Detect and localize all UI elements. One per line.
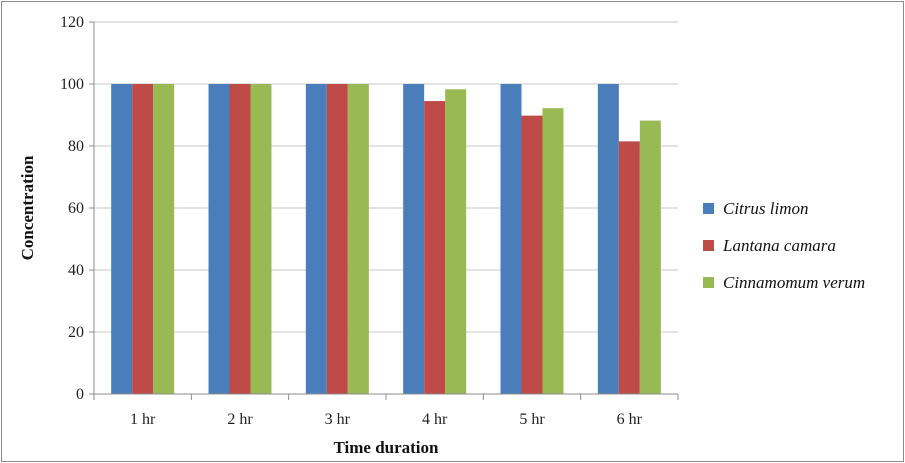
bars: [111, 84, 661, 395]
bar: [305, 84, 327, 394]
bar: [229, 84, 251, 394]
y-tick-label: 80: [68, 138, 84, 155]
gridlines: [94, 21, 678, 333]
x-tick-label: 3 hr: [325, 411, 351, 428]
bar: [153, 84, 175, 394]
bar: [639, 120, 661, 394]
y-tick-label: 0: [76, 386, 84, 403]
x-tick-labels: 1 hr 2 hr 3 hr 4 hr 5 hr 6 hr: [130, 411, 643, 428]
bar: [347, 84, 369, 394]
bar: [597, 84, 619, 394]
y-axis-title: Concentration: [18, 155, 37, 260]
legend-swatch: [703, 203, 714, 214]
x-tick-label: 1 hr: [130, 411, 156, 428]
x-tick-label: 4 hr: [422, 411, 448, 428]
bar: [424, 101, 446, 395]
y-tick-label: 60: [68, 200, 84, 217]
legend-swatch: [703, 240, 714, 251]
y-tick-label: 20: [68, 324, 84, 341]
bar: [132, 84, 154, 394]
legend: Citrus limon Lantana camara Cinnamomum ver…: [703, 199, 865, 292]
bar: [542, 108, 564, 395]
legend-label: Lantana camara: [722, 236, 836, 255]
legend-label: Citrus limon: [723, 199, 809, 218]
bar: [111, 84, 133, 394]
axes: [89, 21, 679, 400]
bar: [250, 84, 272, 394]
bar: [403, 84, 425, 394]
x-tick-label: 2 hr: [227, 411, 253, 428]
bar: [326, 84, 348, 394]
bar: [445, 89, 467, 395]
bar: [500, 84, 522, 394]
bar: [521, 115, 543, 395]
legend-label: Cinnamomum verum: [723, 273, 865, 292]
y-tick-label: 40: [68, 262, 84, 279]
y-tick-label: 100: [60, 76, 84, 93]
legend-swatch: [703, 277, 714, 288]
x-tick-label: 6 hr: [617, 411, 643, 428]
bar: [618, 141, 640, 394]
x-tick-label: 5 hr: [519, 411, 545, 428]
y-tick-labels: 0 20 40 60 80 100 120: [60, 14, 84, 403]
y-tick-label: 120: [60, 14, 84, 31]
x-axis-title: Time duration: [333, 438, 439, 457]
bar: [208, 84, 230, 394]
